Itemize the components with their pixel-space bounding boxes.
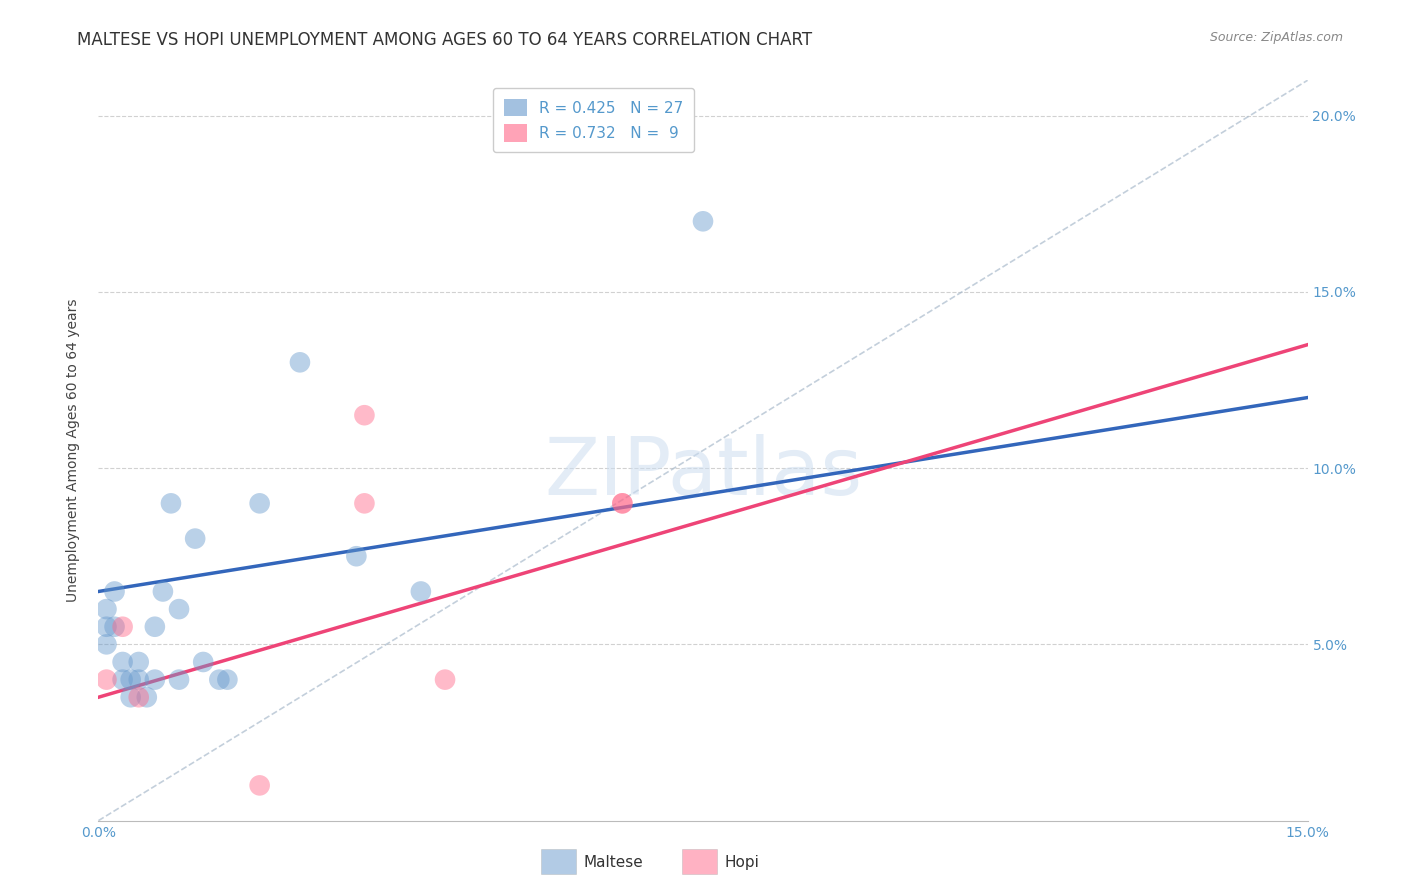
Point [249,496,271,510]
Point [612,496,634,510]
Point [143,673,166,687]
Point [692,214,714,228]
Point [208,673,231,687]
Point [103,584,125,599]
Text: Source: ZipAtlas.com: Source: ZipAtlas.com [1209,31,1343,45]
Point [249,778,271,792]
Point [409,584,432,599]
Point [111,620,134,634]
Point [128,690,150,705]
Text: MALTESE VS HOPI UNEMPLOYMENT AMONG AGES 60 TO 64 YEARS CORRELATION CHART: MALTESE VS HOPI UNEMPLOYMENT AMONG AGES … [77,31,813,49]
Point [193,655,215,669]
Text: ZIPatlas: ZIPatlas [544,434,862,512]
Point [288,355,311,369]
Point [96,602,118,616]
Point [96,637,118,651]
Point [128,655,150,669]
Point [344,549,367,564]
Point [135,690,157,705]
Point [167,602,190,616]
Point [434,673,457,687]
Point [103,620,125,634]
Y-axis label: Unemployment Among Ages 60 to 64 years: Unemployment Among Ages 60 to 64 years [66,299,80,602]
Point [160,496,183,510]
Point [612,496,634,510]
Point [167,673,190,687]
Point [120,673,142,687]
Point [152,584,174,599]
Point [353,408,375,422]
Text: Maltese: Maltese [583,855,643,870]
Point [128,673,150,687]
Point [120,690,142,705]
Point [111,655,134,669]
Text: Hopi: Hopi [724,855,759,870]
Point [353,496,375,510]
Point [184,532,207,546]
Legend: R = 0.425   N = 27, R = 0.732   N =  9: R = 0.425 N = 27, R = 0.732 N = 9 [494,88,693,153]
Point [96,620,118,634]
Point [96,673,118,687]
Point [217,673,239,687]
Point [143,620,166,634]
Point [111,673,134,687]
